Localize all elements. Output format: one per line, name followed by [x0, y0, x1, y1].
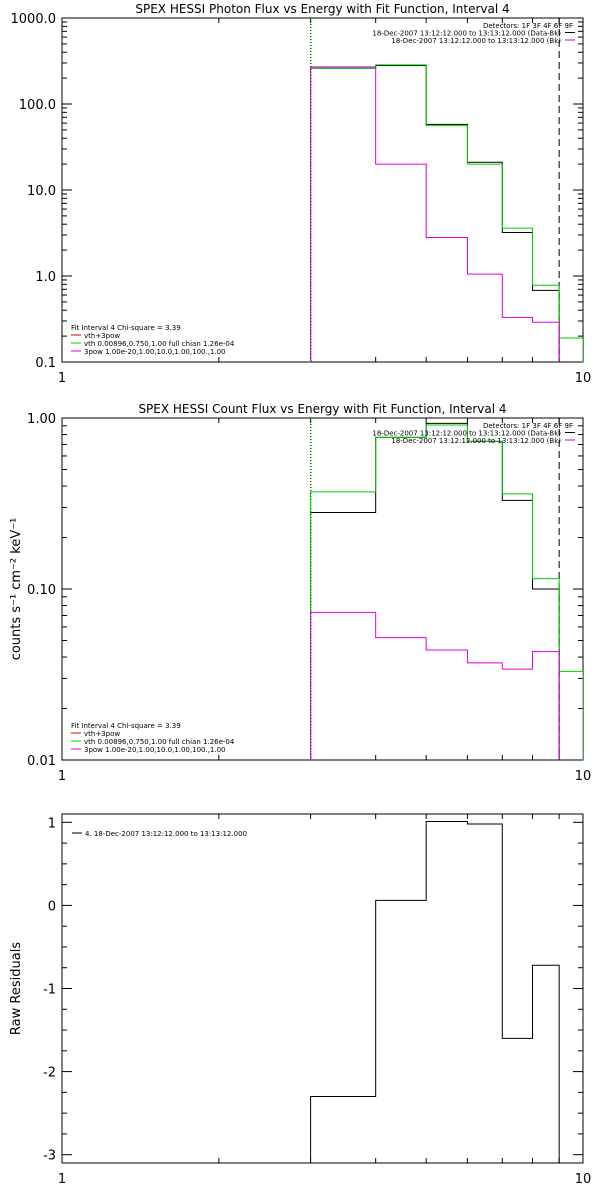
- legend-entry: 18-Dec-2007 13:12:12.000 to 13:13:12.000…: [372, 430, 561, 438]
- legend-entry: Fit Interval 4 Chi-square = 3.39: [71, 722, 181, 730]
- chart-title: SPEX HESSI Photon Flux vs Energy with Fi…: [135, 2, 509, 16]
- y-tick-label: -1: [43, 983, 56, 998]
- chart-panel-3: Raw Residuals 1 10 -3 -2 -1 0 1 4. 18-Dec-2007 1…: [9, 813, 592, 1187]
- legend-entry: vth 0.00896,0.750,1.00 full chian 1.26e-…: [84, 738, 235, 746]
- y-axis-label: Raw Residuals: [9, 942, 24, 1035]
- y-tick-label: 0.01: [27, 754, 56, 769]
- x-tick-label: 10: [575, 769, 592, 784]
- y-tick-label: 1: [48, 816, 56, 831]
- legend-entry: Detectors: 1F 3F 4F 6F 9F: [483, 22, 573, 30]
- y-tick-label: -2: [43, 1066, 56, 1081]
- y-tick-label: -3: [43, 1149, 56, 1164]
- legend-entry: 18-Dec-2007 13:12:12.000 to 13:13:12.000…: [391, 437, 561, 445]
- y-tick-label: 100.0: [19, 98, 56, 113]
- y-axis-label: counts s⁻¹ cm⁻² keV⁻¹: [9, 518, 24, 661]
- y-tick-label: 10.0: [27, 184, 56, 199]
- x-tick-label: 10: [575, 1172, 592, 1187]
- series-2-step-line: [310, 424, 583, 760]
- series-2-step-line: [310, 64, 583, 362]
- series-3-step-line: [310, 611, 560, 760]
- chart-panel-2: SPEX HESSI Count Flux vs Energy with Fit…: [9, 402, 591, 784]
- y-tick-label: 1.00: [27, 412, 56, 427]
- x-tick-label: 1: [58, 1172, 66, 1187]
- y-tick-label: 1.0: [35, 270, 56, 285]
- plot-frame: [61, 17, 584, 363]
- y-tick-label: 1000.0: [11, 12, 57, 27]
- x-tick-label: 10: [575, 371, 592, 386]
- plot-frame: [61, 813, 584, 1164]
- y-tick-label: 0.10: [27, 583, 56, 598]
- legend-entry: vth+3pow: [84, 730, 120, 738]
- x-tick-label: 1: [58, 371, 66, 386]
- legend-entry: vth+3pow: [84, 332, 120, 340]
- chart-panel-1: SPEX HESSI Photon Flux vs Energy with Fi…: [11, 2, 592, 386]
- chart-title: SPEX HESSI Count Flux vs Energy with Fit…: [138, 402, 506, 416]
- series-1-step-line: [310, 820, 560, 1163]
- legend-entry: 4. 18-Dec-2007 13:12:12.000 to 13:13:12.…: [85, 830, 247, 838]
- legend-entry: 18-Dec-2007 13:12:12.000 to 13:13:12.000…: [372, 30, 561, 38]
- y-tick-label: 0.1: [35, 356, 56, 371]
- legend-entry: vth 0.00896,0.750,1.00 full chian 1.26e-…: [84, 340, 235, 348]
- series-3-step-line: [310, 66, 560, 362]
- legend-entry: Detectors: 1F 3F 4F 6F 9F: [483, 422, 573, 430]
- y-tick-label: 0: [48, 899, 56, 914]
- legend-entry: Fit Interval 4 Chi-square = 3.39: [71, 324, 181, 332]
- plot-frame: [61, 417, 584, 761]
- legend-entry: 18-Dec-2007 13:12:12.000 to 13:13:12.000…: [391, 37, 561, 45]
- x-tick-label: 1: [58, 769, 66, 784]
- series-1-step-line: [310, 422, 560, 760]
- legend-entry: 3pow 1.00e-20,1.00,10.0,1.00,100.,1.00: [84, 746, 226, 754]
- legend-entry: 3pow 1.00e-20,1.00,10.0,1.00,100.,1.00: [84, 348, 226, 356]
